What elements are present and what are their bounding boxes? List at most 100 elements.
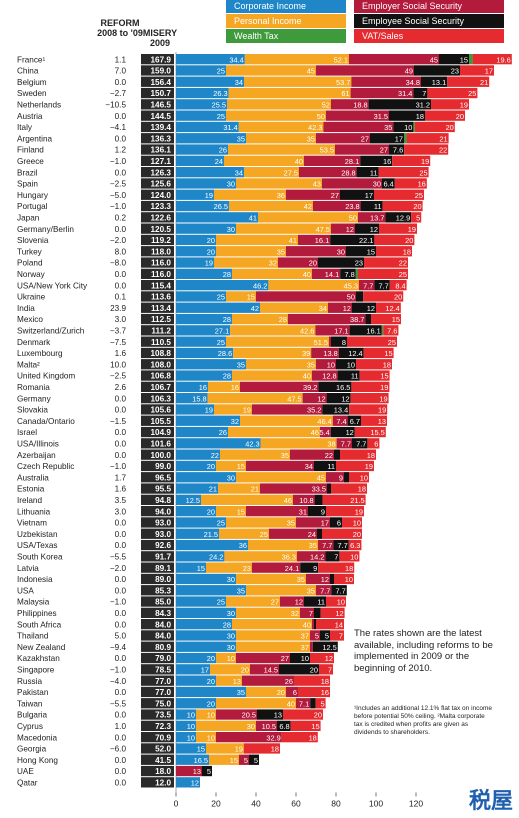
bar-segment-personal [236,573,306,585]
segment-label-corporate: 22 [211,451,219,460]
misery-value: 116.0 [151,270,171,279]
segment-label-employer_ss: 39.2 [303,383,317,392]
segment-label-corporate: 12.5 [186,496,200,505]
segment-label-employer_ss: 16.1 [315,236,329,245]
bar-segment-personal [246,585,316,596]
segment-label-personal: 16 [231,383,239,392]
bar-segment-vat [371,313,401,325]
segment-label-vat: 25 [415,191,423,200]
segment-label-personal: 35 [307,360,315,369]
country-label: Netherlands [17,101,61,110]
segment-label-vat: 25 [468,89,476,98]
reform-value: 0.0 [115,270,127,279]
reform-value: 1.1 [115,55,127,64]
bar-segment-personal [258,212,358,223]
country-label: Italy [17,123,33,132]
bar-segment-corporate [176,686,246,698]
segment-label-personal: 51.5 [314,338,328,347]
bar-segment-employer_ss [322,178,382,189]
reform-value: 0.0 [115,575,127,584]
misery-cell [141,223,174,234]
bar-segment-vat [347,336,397,347]
misery-cell [141,709,174,720]
bar-segment-personal [236,641,310,652]
segment-label-vat: 15 [384,349,392,358]
misery-value: 73.5 [155,711,171,720]
segment-label-personal: 46 [311,428,319,437]
segment-label-employee_ss: 12.4 [348,349,362,358]
segment-label-personal: 38 [327,440,335,449]
misery-value: 93.0 [155,530,171,539]
bar-segment-employer_ss [323,121,394,133]
segment-label-employer_ss: 22 [325,451,333,460]
reform-value: 0.0 [115,530,127,539]
segment-label-personal: 40 [295,157,303,166]
bar-segment-corporate [176,426,228,438]
bar-segment-corporate [176,302,260,313]
segment-label-vat: 20 [394,293,402,302]
country-label: Norway [17,270,46,279]
bar-segment-corporate [176,483,218,494]
bar-segment-corporate [176,234,216,246]
bar-segment-employer_ss [216,709,257,720]
misery-cell [141,212,174,223]
reform-value: −4.0 [110,677,127,686]
segment-label-corporate: 16.5 [194,756,208,765]
country-label: Indonesia [17,575,53,584]
misery-cell [141,720,174,731]
bar-segment-personal [230,325,316,336]
misery-value: 89.1 [155,564,171,573]
segment-label-personal: 28 [279,315,287,324]
country-label: Kazakhstan [17,654,60,663]
bar-segment-employee_ss [330,234,375,246]
bar-segment-personal [216,652,236,664]
misery-cell [141,200,174,212]
bar-segment-employer_ss [304,155,361,166]
bar-segment-employee_ss [356,167,379,178]
segment-label-employee_ss: 9 [313,564,317,573]
misery-cell [141,607,174,618]
legend-vat-sales-label: VAT/Sales [362,31,404,41]
segment-label-vat: 15.5 [370,428,384,437]
segment-label-personal: 47.5 [316,225,330,234]
bar-segment-vat [319,664,333,675]
country-label: Greece [17,157,44,166]
bar-segment-employer_ss [298,234,331,246]
bar-segment-employer_ss [256,291,356,302]
misery-value: 106.7 [151,383,172,392]
segment-label-personal: 13 [233,677,241,686]
segment-label-employer_ss: 35.2 [307,406,321,415]
segment-label-employer_ss: 13 [193,767,201,776]
reform-sublabel: 2008 to '09 [97,28,143,38]
bar-segment-employee_ss [314,494,323,505]
bar-segment-corporate [176,54,245,65]
misery-cell [141,630,174,641]
segment-label-vat: 20 [353,530,361,539]
segment-label-vat: 13 [378,417,386,426]
segment-label-employer_ss: 27 [361,134,369,143]
segment-label-vat: 15 [392,315,400,324]
misery-value: 110.5 [151,338,171,347]
segment-label-employer_ss: 7.4 [336,417,346,426]
segment-label-corporate: 24.2 [209,553,223,562]
segment-label-corporate: 30 [227,643,235,652]
country-label: Israel [17,428,37,437]
bar-segment-employee_ss [277,720,291,731]
bar-segment-employer_ss [351,76,421,87]
bar-segment-employee_ss [346,246,376,257]
bar-segment-employer_ss [286,189,340,200]
bar-segment-corporate [176,438,261,449]
segment-label-personal: 19 [235,745,243,754]
bar-segment-corporate [176,675,216,686]
bar-segment-vat [349,472,369,483]
misery-cell [141,517,174,528]
reform-value: 0.0 [115,281,127,290]
segment-label-corporate: 35 [237,360,245,369]
segment-label-employee_ss: 18 [416,112,424,121]
x-tick-label: 60 [291,799,301,809]
segment-label-employee_ss: 23 [355,259,363,268]
bar-segment-corporate [176,551,225,562]
misery-cell [141,76,174,87]
bar-segment-employee_ss [312,641,338,652]
country-label: Malta² [17,360,40,369]
